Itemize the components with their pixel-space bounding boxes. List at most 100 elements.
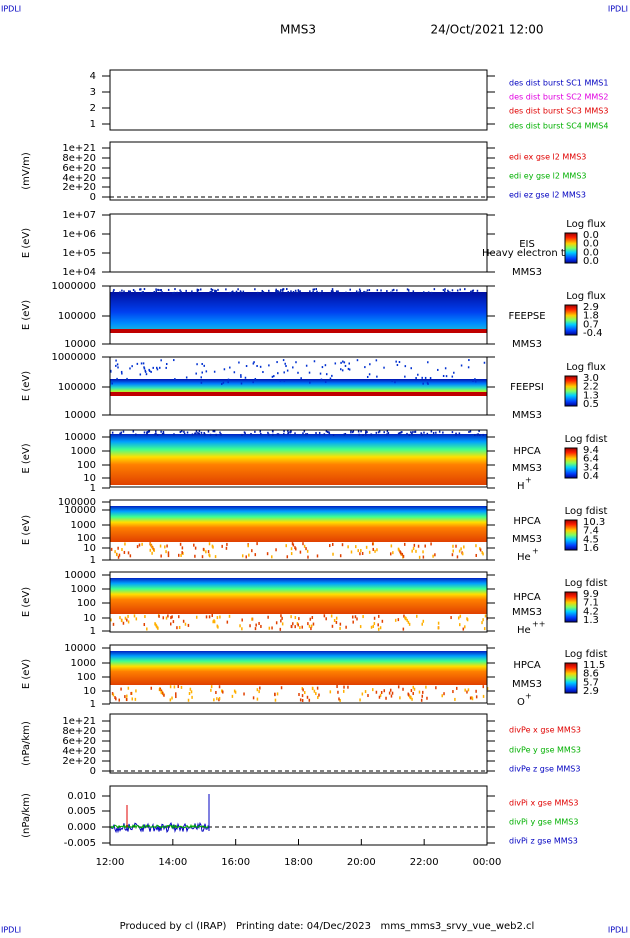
spectrogram-speckle bbox=[273, 375, 275, 378]
spectrogram-speckle bbox=[309, 381, 311, 384]
spectrogram-speckle bbox=[240, 375, 242, 378]
spectrogram-speckle bbox=[210, 288, 213, 291]
spectrogram-speckle bbox=[183, 432, 186, 435]
spectrogram-speckle bbox=[460, 364, 463, 367]
colorbar-title: Log fdist bbox=[565, 434, 608, 445]
spectrogram-speckle bbox=[438, 430, 441, 433]
spectrogram-speckle bbox=[373, 622, 376, 626]
panel-frame bbox=[109, 429, 488, 488]
y-tick-label: 1000 bbox=[71, 446, 96, 457]
spectrogram-speckle bbox=[360, 548, 362, 552]
spectrogram-speckle bbox=[232, 290, 234, 293]
spectrogram-speckle bbox=[295, 547, 297, 551]
spectrogram-speckle bbox=[155, 430, 157, 433]
series-label: divPi y gse MMS3 bbox=[509, 818, 578, 827]
spectrogram-speckle bbox=[451, 553, 454, 557]
spectrogram-speckle bbox=[400, 431, 402, 434]
spectrogram-speckle bbox=[141, 291, 143, 294]
spectrogram-speckle bbox=[283, 379, 286, 382]
spectrogram-speckle bbox=[194, 546, 197, 550]
x-tick-label: 12:00 bbox=[96, 857, 125, 868]
spectrogram-speckle bbox=[455, 544, 457, 548]
spectrogram-speckle bbox=[275, 288, 277, 291]
y-tick-label: 0 bbox=[90, 192, 96, 203]
y-axis-label: E (eV) bbox=[21, 659, 32, 689]
spectrogram-speckle bbox=[397, 432, 400, 435]
spectrogram-speckle bbox=[268, 289, 270, 292]
spectrogram-speckle bbox=[367, 694, 369, 698]
series-label: divPi x gse MMS3 bbox=[509, 799, 578, 808]
spectrogram-speckle bbox=[354, 615, 357, 619]
spectrogram-speckle bbox=[476, 289, 479, 292]
spectrogram-speckle bbox=[254, 377, 257, 380]
spectrogram-speckle bbox=[313, 288, 316, 291]
spectrogram-speckle bbox=[287, 432, 289, 435]
spectrogram-speckle bbox=[259, 430, 262, 433]
spectrogram-speckle bbox=[112, 290, 115, 293]
spectrogram-speckle bbox=[469, 430, 472, 433]
spectrogram-speckle bbox=[139, 373, 142, 376]
colorbar-tick-label: 0.0 bbox=[583, 230, 599, 241]
y-tick-label: 1e+06 bbox=[62, 229, 96, 240]
colorbar-tick-label: 5.7 bbox=[583, 677, 599, 688]
y-axis-label: (mV/m) bbox=[21, 152, 32, 190]
spectrogram-speckle bbox=[115, 364, 117, 367]
instrument-label: MMS3 bbox=[512, 607, 542, 618]
spectrogram-speckle bbox=[442, 374, 445, 377]
spectrogram-speckle bbox=[385, 696, 387, 700]
spectrogram-speckle bbox=[268, 364, 270, 367]
spectrogram-speckle bbox=[404, 375, 406, 378]
spectrogram-speckle bbox=[426, 696, 428, 700]
colorbar-tick-label: 7.1 bbox=[583, 598, 599, 609]
series-label: divPi z gse MMS3 bbox=[509, 837, 578, 846]
spectrogram-speckle bbox=[399, 551, 402, 555]
y-tick-label: 10 bbox=[83, 473, 96, 484]
spectrogram-speckle bbox=[241, 627, 243, 631]
spectrogram-speckle bbox=[374, 549, 376, 553]
spectrogram-speckle bbox=[333, 619, 336, 623]
spectrogram-speckle bbox=[176, 291, 178, 294]
spectrogram-speckle bbox=[422, 619, 425, 623]
spectrogram-speckle bbox=[130, 691, 132, 695]
panel-frame bbox=[109, 644, 488, 704]
spectrogram-speckle bbox=[144, 369, 147, 372]
spectrogram-speckle bbox=[325, 430, 328, 433]
panel-frame bbox=[109, 285, 488, 345]
plots: 4 3 2 1 des dist burst SC1 MMS1 des dist burs… bbox=[21, 69, 608, 868]
spectrogram-speckle bbox=[364, 690, 367, 694]
spectrogram-speckle bbox=[201, 371, 203, 374]
spectrogram-speckle bbox=[430, 542, 432, 546]
spectrogram-speckle bbox=[278, 291, 280, 294]
spectrogram-speckle bbox=[157, 289, 160, 292]
spectrogram-speckle bbox=[303, 430, 306, 433]
spectrogram-speckle bbox=[422, 550, 424, 554]
spectrogram-speckle bbox=[181, 430, 183, 433]
spectrogram-speckle bbox=[345, 291, 347, 294]
y-axis-label: E (eV) bbox=[21, 300, 32, 330]
spectrogram-speckle bbox=[135, 689, 137, 693]
spectrogram-speckle bbox=[378, 614, 380, 618]
spectrogram-speckle bbox=[456, 289, 459, 292]
spectrogram-speckle bbox=[324, 364, 327, 367]
spectrogram-speckle bbox=[143, 623, 146, 627]
spectrogram-speckle bbox=[341, 543, 344, 547]
spectrogram-speckle bbox=[208, 542, 211, 546]
spectrogram-speckle bbox=[411, 433, 414, 436]
spectrogram-speckle bbox=[120, 431, 123, 434]
spectrogram-speckle bbox=[312, 288, 314, 291]
spectrogram-speckle bbox=[482, 433, 484, 436]
spectrogram-speckle bbox=[279, 379, 282, 382]
spectrogram-speckle bbox=[449, 291, 451, 294]
spectrogram-speckle bbox=[410, 689, 413, 693]
spectrogram-speckle bbox=[421, 622, 423, 626]
spectrogram-speckle bbox=[329, 690, 332, 694]
spectrogram-speckle bbox=[117, 366, 119, 369]
colorbar-tick-label: 0.7 bbox=[583, 319, 599, 330]
spectrogram-speckle bbox=[256, 542, 258, 546]
spectrogram-speckle bbox=[219, 431, 221, 434]
spectrogram-speckle bbox=[241, 554, 244, 558]
spectrogram-speckle bbox=[435, 431, 437, 434]
colorbar-title: Log flux bbox=[566, 291, 606, 302]
spectrogram-speckle bbox=[408, 291, 410, 294]
colorbar-tick-label: 1.3 bbox=[583, 615, 599, 626]
